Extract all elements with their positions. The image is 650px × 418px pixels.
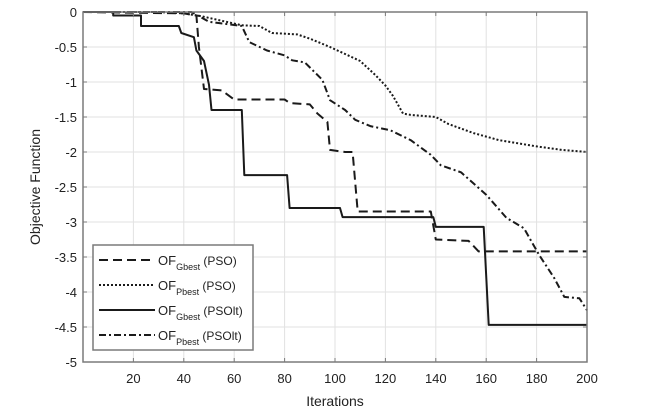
legend-item: OFPbest (PSO) bbox=[99, 278, 236, 297]
x-axis-label: Iterations bbox=[306, 393, 364, 409]
series-lines bbox=[82, 11, 588, 326]
x-tick-label: 140 bbox=[425, 371, 447, 386]
x-tick-label: 180 bbox=[526, 371, 548, 386]
legend-label: OFPbest (PSOlt) bbox=[158, 328, 242, 347]
y-tick-label: -3 bbox=[65, 215, 77, 230]
x-tick-label: 100 bbox=[324, 371, 346, 386]
x-tick-label: 120 bbox=[375, 371, 397, 386]
x-tick-label: 60 bbox=[227, 371, 241, 386]
y-tick-label: -1 bbox=[65, 75, 77, 90]
y-tick-label: -2.5 bbox=[55, 180, 77, 195]
x-tick-label: 20 bbox=[126, 371, 140, 386]
legend-item: OFPbest (PSOlt) bbox=[99, 328, 242, 347]
y-tick-label: -3.5 bbox=[55, 250, 77, 265]
x-tick-label: 160 bbox=[475, 371, 497, 386]
legend-label: OFGbest (PSOlt) bbox=[158, 303, 243, 322]
legend: OFGbest (PSO) OFPbest (PSO) OFGbest (PSOlt… bbox=[92, 244, 254, 351]
y-axis-label: Objective Function bbox=[27, 129, 43, 245]
series-line-3 bbox=[83, 11, 588, 311]
y-tick-label: -4 bbox=[65, 285, 77, 300]
series-line-0 bbox=[82, 11, 587, 253]
tick-labels: 20 40 60 80 100 120 140 160 180 200 0 -0.5 -1 -1.5 -2 -… bbox=[55, 5, 598, 386]
legend-item: OFGbest (PSOlt) bbox=[99, 303, 243, 322]
y-tick-label: -5 bbox=[65, 355, 77, 370]
x-tick-label: 80 bbox=[277, 371, 291, 386]
y-tick-label: -2 bbox=[65, 145, 77, 160]
legend-label: OFGbest (PSO) bbox=[158, 253, 237, 272]
legend-box bbox=[92, 244, 254, 351]
legend-label: OFPbest (PSO) bbox=[158, 278, 236, 297]
y-tick-label: 0 bbox=[70, 5, 77, 20]
y-tick-label: -4.5 bbox=[55, 320, 77, 335]
y-tick-label: -1.5 bbox=[55, 110, 77, 125]
series-line-2 bbox=[83, 11, 587, 326]
legend-item: OFGbest (PSO) bbox=[99, 253, 237, 272]
x-tick-label: 40 bbox=[177, 371, 191, 386]
series-line-1 bbox=[83, 11, 588, 153]
y-tick-label: -0.5 bbox=[55, 40, 77, 55]
axes bbox=[82, 11, 588, 363]
x-tick-label: 200 bbox=[576, 371, 598, 386]
